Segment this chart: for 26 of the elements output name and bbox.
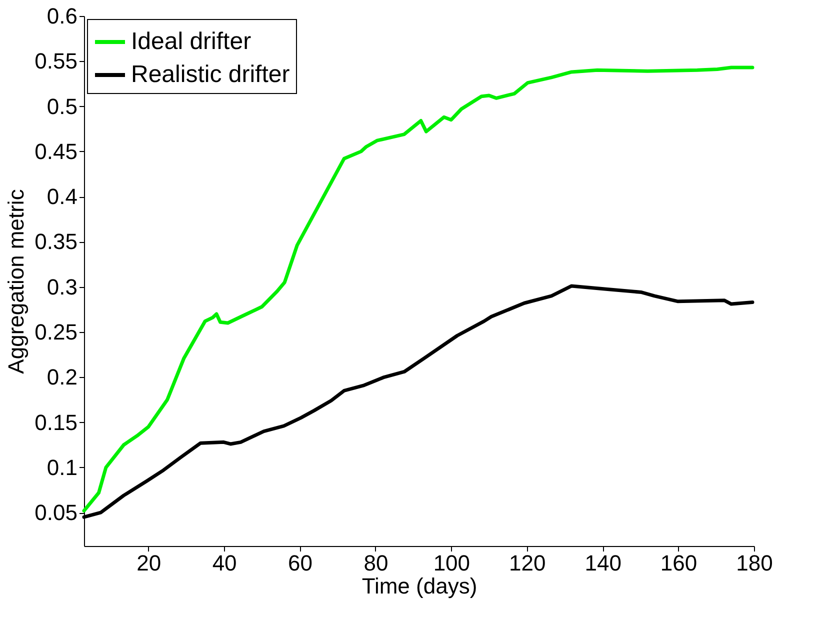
x-tick-label: 180 bbox=[736, 550, 773, 576]
y-tick-label: 0.3 bbox=[46, 274, 78, 300]
legend-label: Ideal drifter bbox=[131, 28, 252, 55]
y-tick-label: 0.35 bbox=[34, 229, 78, 254]
x-tick-label: 40 bbox=[212, 550, 237, 576]
y-tick-label: 0.5 bbox=[46, 94, 78, 119]
x-tick-label: 140 bbox=[584, 550, 622, 576]
y-axis-title: Aggregation metric bbox=[4, 189, 29, 374]
y-tick-label: 0.2 bbox=[46, 364, 78, 390]
x-tick-label: 80 bbox=[364, 550, 388, 576]
x-axis-title: Time (days) bbox=[362, 574, 478, 598]
x-tick-label: 60 bbox=[288, 550, 313, 576]
y-tick-label: 0.25 bbox=[34, 320, 78, 345]
x-tick-label: 20 bbox=[136, 550, 162, 576]
legend-label: Realistic drifter bbox=[131, 61, 290, 88]
x-tick-label: 160 bbox=[660, 550, 698, 576]
y-tick-label: 0.1 bbox=[46, 454, 78, 480]
x-tick-label: 120 bbox=[509, 550, 546, 576]
line-series bbox=[82, 66, 754, 513]
y-tick-label: 0.05 bbox=[34, 500, 78, 526]
y-tick-label: 0.4 bbox=[46, 184, 78, 210]
y-tick-label: 0.45 bbox=[34, 138, 78, 164]
x-tick-label: 100 bbox=[433, 550, 470, 576]
y-tick-label: 0.55 bbox=[34, 48, 78, 74]
y-tick-label: 0.6 bbox=[46, 4, 78, 28]
y-tick-label: 0.15 bbox=[34, 410, 78, 435]
